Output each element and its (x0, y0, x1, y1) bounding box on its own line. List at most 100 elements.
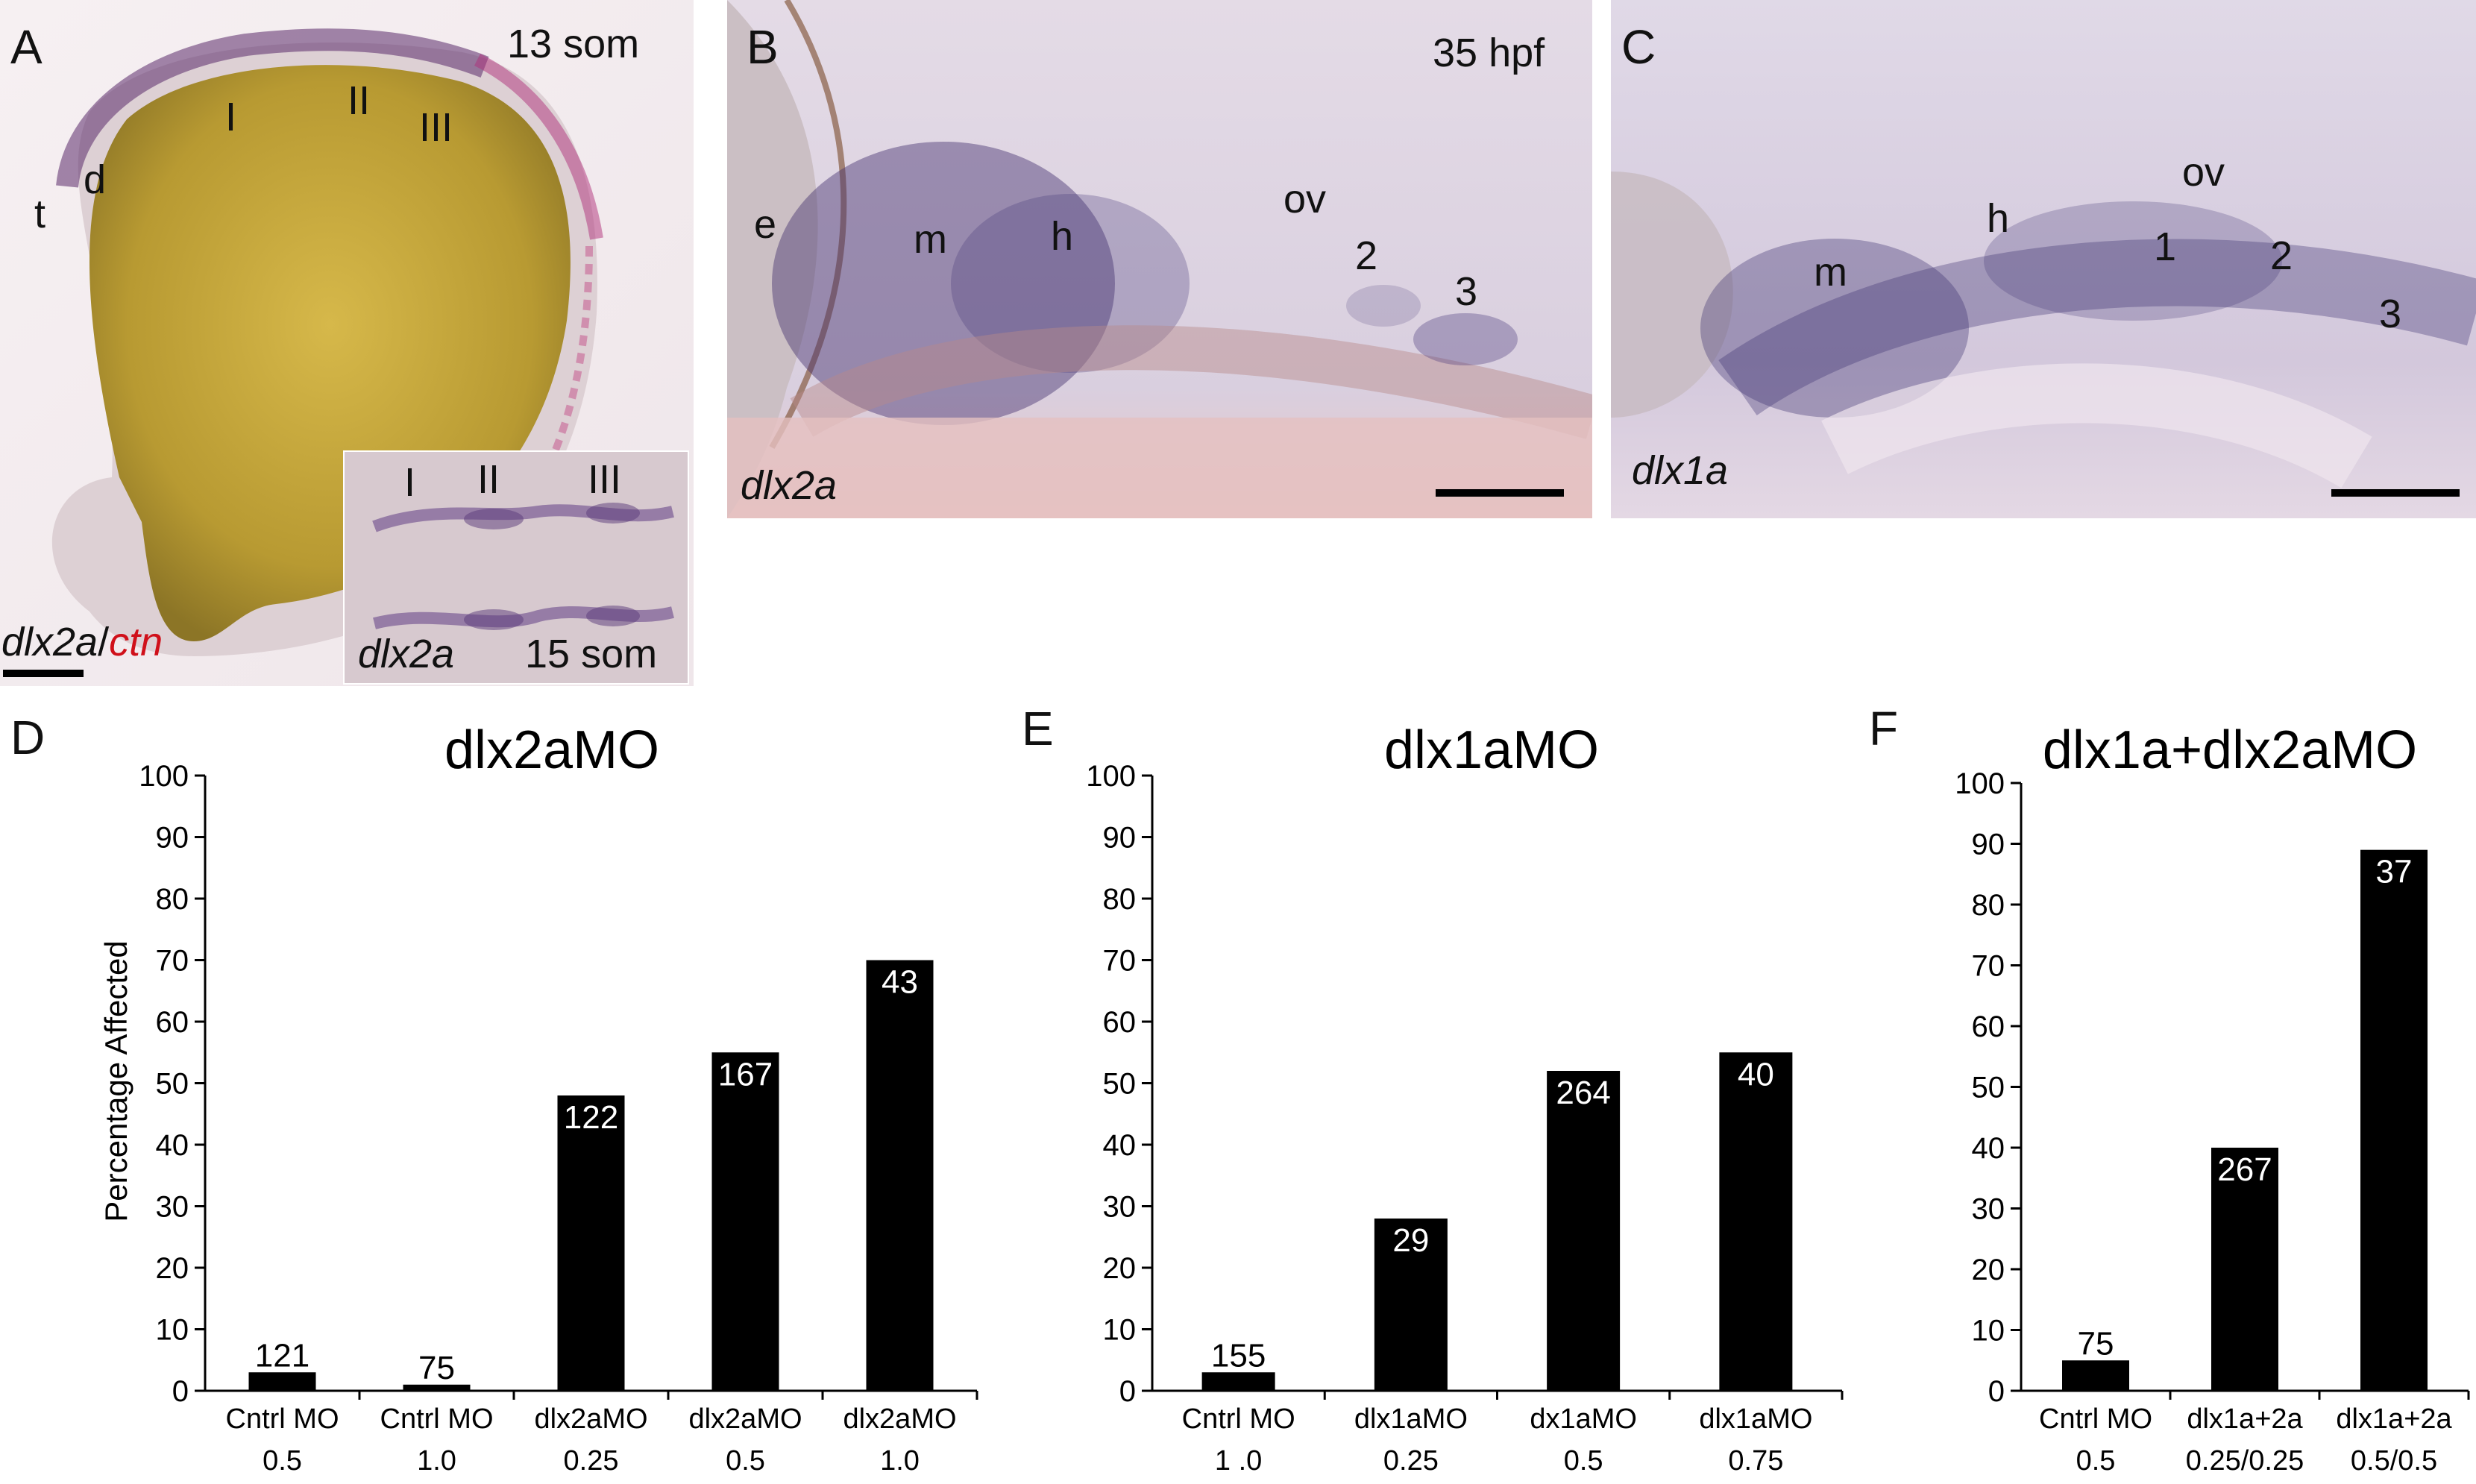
chart-3-y-tick-label: 30 (1972, 1193, 2005, 1226)
chart-1-ylabel: Percentage Affected (98, 940, 133, 1222)
panel-a-caption-sep: / (98, 620, 110, 664)
panel-b-image (727, 0, 1592, 518)
chart-1-category-label-line1: Cntrl MO (226, 1403, 339, 1435)
chart-2-data-label: 264 (1556, 1075, 1610, 1111)
chart-1-bar (248, 1372, 316, 1391)
chart-3-data-label: 37 (2376, 854, 2413, 890)
chart-3-category-label-line1: dlx1a+2a (2187, 1403, 2303, 1435)
panel-a-mark-I: I (225, 95, 237, 139)
panel-f-label: F (1869, 702, 1899, 755)
chart-2-title: dlx1aMO (1384, 720, 1599, 780)
chart-3-y-tick-label: 40 (1972, 1132, 2005, 1165)
chart-3-data-label: 75 (2078, 1325, 2114, 1362)
chart-1-y-tick-label: 80 (156, 883, 189, 916)
chart-3-y-tick-label: 60 (1972, 1010, 2005, 1043)
panel-c-mark-m: m (1814, 250, 1847, 295)
chart-3-y-tick-label: 70 (1972, 950, 2005, 983)
chart-2-y-tick-label: 10 (1103, 1314, 1137, 1347)
panel-c-mark-h: h (1987, 196, 2010, 241)
chart-2-data-label: 40 (1738, 1056, 1774, 1092)
chart-1-data-label: 75 (418, 1350, 455, 1386)
panel-a-label: A (10, 20, 43, 74)
chart-2-category-label-line2: 0.5 (1564, 1445, 1603, 1477)
chart-2-y-tick-label: 90 (1103, 822, 1137, 855)
panel-a-inset-mark-I: I (404, 460, 416, 505)
chart-2-category-label-line1: dx1aMO (1530, 1403, 1637, 1435)
panel-a-inset-stage: 15 som (525, 632, 658, 676)
chart-2-bar (1719, 1052, 1793, 1391)
chart-1-data-label: 43 (882, 964, 918, 1001)
panel-b-mark-e: e (754, 202, 777, 247)
panel-a-mark-III: III (419, 105, 453, 150)
chart-1-category-label-line2: 1.0 (880, 1445, 920, 1477)
chart-1-data-label: 121 (255, 1337, 310, 1374)
chart-1-category-label-line2: 0.25 (564, 1445, 619, 1477)
panel-a-inset-image (345, 452, 688, 683)
chart-1-y-tick-label: 90 (156, 822, 189, 855)
chart-3-category-label-line2: 0.25/0.25 (2186, 1445, 2304, 1477)
chart-2-y-tick-label: 60 (1103, 1006, 1137, 1039)
chart-2-y-tick-label: 70 (1103, 945, 1137, 978)
chart-3-y-tick-label: 10 (1972, 1315, 2005, 1348)
panel-b-mark-m: m (914, 217, 947, 262)
chart-1-bar (557, 1095, 625, 1391)
panel-a-mark-d: d (84, 157, 107, 202)
chart-3-y-tick-label: 100 (1955, 767, 2005, 800)
panel-a-caption-gene: dlx2a (1, 620, 98, 664)
chart-3-y-tick-label: 90 (1972, 829, 2005, 861)
panel-c-scale-bar (2331, 489, 2460, 497)
chart-2-data-label: 29 (1392, 1222, 1429, 1259)
chart-1-category-label-line1: Cntrl MO (380, 1403, 494, 1435)
chart-2-y-tick-label: 30 (1103, 1191, 1137, 1224)
panel-d-label: D (10, 711, 45, 764)
panel-a-inset-gene: dlx2a (358, 632, 455, 676)
chart-3-category-label-line2: 0.5 (2076, 1445, 2116, 1477)
chart-3-y-tick-label: 80 (1972, 889, 2005, 922)
panel-a-caption-gene2: ctn (109, 620, 163, 664)
chart-2-bar (1547, 1071, 1621, 1391)
chart-1-y-tick-label: 40 (156, 1129, 189, 1162)
chart-2-category-label-line2: 1 .0 (1215, 1445, 1262, 1477)
chart-2-y-tick-label: 40 (1103, 1129, 1137, 1162)
panel-a-mark-II: II (348, 78, 371, 123)
chart-3-bar (2062, 1360, 2129, 1391)
chart-1-bar (403, 1384, 471, 1391)
panel-a-stage: 13 som (507, 22, 640, 66)
panel-a-micrograph: A 13 som t d I II III dlx2a/ctn I II III… (0, 0, 694, 686)
chart-2-category-label-line2: 0.75 (1728, 1445, 1783, 1477)
panel-a-inset-mark-III: III (588, 457, 622, 502)
panel-c-gene: dlx1a (1632, 448, 1729, 493)
chart-1-bar (866, 960, 934, 1391)
panel-c-label: C (1621, 20, 1656, 74)
panel-c-image (1611, 0, 2476, 518)
chart-2-y-tick-label: 0 (1119, 1375, 1136, 1408)
panel-b-mark-3: 3 (1455, 269, 1478, 314)
chart-3-y-tick-label: 0 (1988, 1375, 2005, 1408)
chart-1-data-label: 122 (564, 1099, 618, 1136)
panel-a-caption: dlx2a/ctn (1, 619, 163, 665)
chart-1-y-tick-label: 70 (156, 945, 189, 978)
panel-b-mark-ov: ov (1283, 177, 1327, 221)
chart-3-title: dlx1a+dlx2aMO (2043, 720, 2417, 780)
chart-1-title: dlx2aMO (444, 720, 659, 780)
panel-b-scale-bar (1436, 489, 1564, 497)
chart-2-y-tick-label: 80 (1103, 883, 1137, 916)
panel-c-mark-1: 1 (2154, 224, 2177, 269)
panel-c-micrograph: C m h ov 1 2 3 dlx1a (1611, 0, 2476, 518)
chart-2-bar (1374, 1219, 1448, 1391)
panel-a-mark-t: t (34, 192, 46, 236)
chart-2-category-label-line1: Cntrl MO (1182, 1403, 1295, 1435)
chart-3-y-tick-label: 20 (1972, 1254, 2005, 1286)
panel-b-micrograph: B 35 hpf e m h ov 2 3 dlx2a (727, 0, 1592, 518)
panel-b-gene: dlx2a (741, 463, 838, 508)
chart-2-category-label-line2: 0.25 (1383, 1445, 1439, 1477)
panel-b-mark-2: 2 (1355, 233, 1378, 278)
chart-1-y-tick-label: 0 (172, 1375, 189, 1408)
chart-1-y-tick-label: 10 (156, 1314, 189, 1347)
chart-3-category-label-line2: 0.5/0.5 (2351, 1445, 2437, 1477)
chart-2-data-label: 155 (1211, 1337, 1266, 1374)
chart-1-y-tick-label: 100 (139, 760, 189, 793)
panel-c-mark-2: 2 (2270, 233, 2293, 278)
panel-b-mark-h: h (1051, 214, 1074, 259)
